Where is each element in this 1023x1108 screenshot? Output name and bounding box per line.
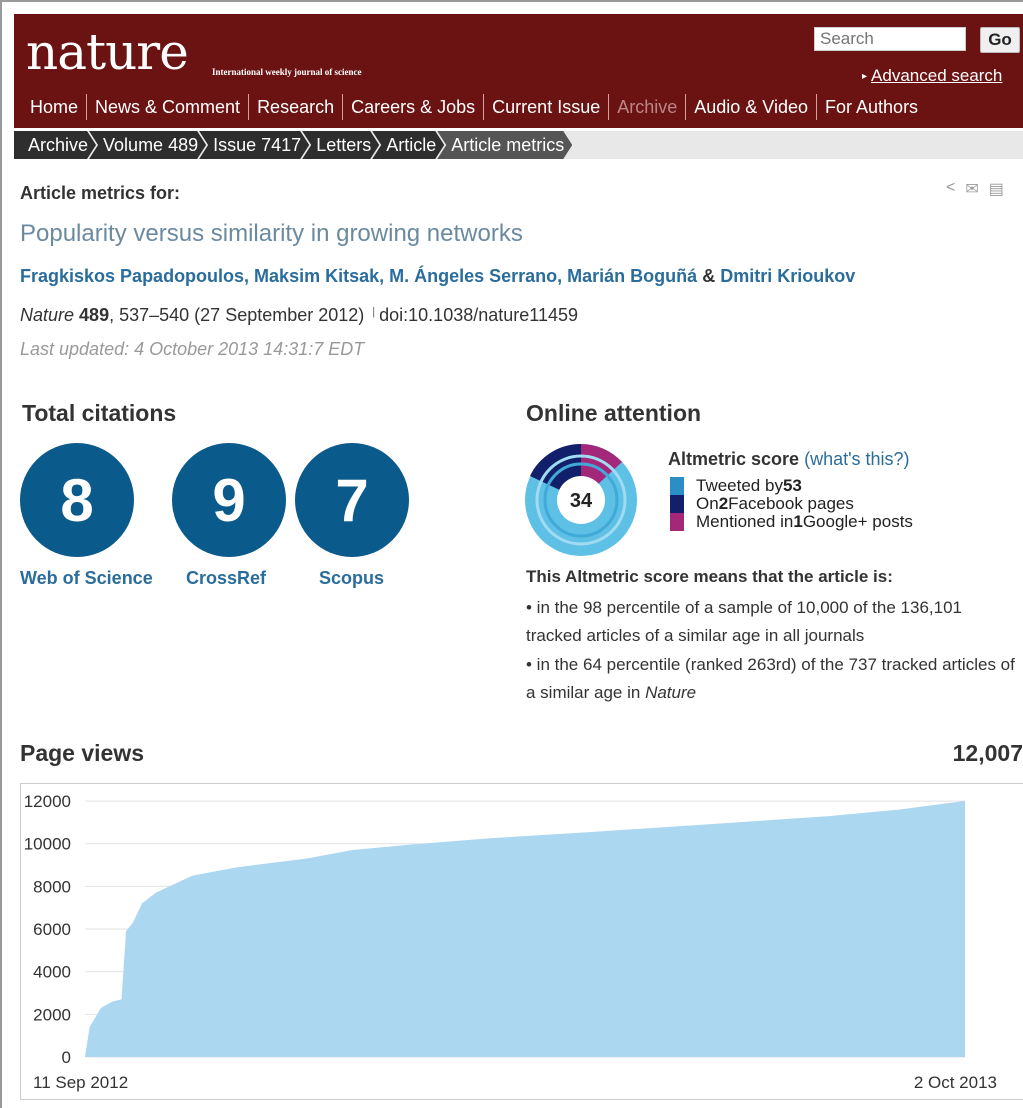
main-nav: Home News & Comment Research Careers & J… <box>22 94 926 120</box>
nav-audio-video[interactable]: Audio & Video <box>685 94 816 120</box>
search-input[interactable] <box>814 27 966 51</box>
y-tick-label: 12000 <box>24 792 71 811</box>
citation-label-crossref[interactable]: CrossRef <box>186 568 267 588</box>
citation-circle-wos[interactable]: 8 <box>20 443 134 557</box>
percentile-nature-text: • in the 64 percentile (ranked 263rd) of… <box>526 655 1015 702</box>
legend-swatch-facebook <box>670 495 684 513</box>
author-ampersand: & <box>702 266 716 286</box>
legend-count: 2 <box>718 494 729 513</box>
online-attention-heading: Online attention <box>526 400 702 426</box>
legend-count: 1 <box>793 512 803 531</box>
pages-date: , 537–540 (27 September 2012) <box>109 305 365 325</box>
print-icon[interactable]: ▤ <box>988 181 1004 198</box>
legend-count: 53 <box>782 476 802 495</box>
legend-swatch-googleplus <box>670 513 684 531</box>
y-tick-label: 6000 <box>33 920 71 939</box>
percentile-nature-journal: Nature <box>645 683 697 702</box>
metrics-for-label: Article metrics for: <box>20 183 181 203</box>
altmetric-donut[interactable]: 34 <box>524 443 638 557</box>
nav-news-comment[interactable]: News & Comment <box>86 94 248 120</box>
breadcrumb-archive[interactable]: Archive <box>14 131 96 159</box>
total-citations-heading: Total citations <box>22 400 177 426</box>
advanced-search-label[interactable]: Advanced search <box>871 66 1003 85</box>
breadcrumb-issue[interactable]: Issue 7417 <box>199 131 309 159</box>
breadcrumb-article-metrics: Article metrics <box>437 131 572 159</box>
legend-text: Tweeted by <box>696 476 783 495</box>
y-tick-label: 2000 <box>33 1005 71 1024</box>
citation-label-wos[interactable]: Web of Science <box>20 568 153 588</box>
percentile-all-journals: • in the 98 percentile of a sample of 10… <box>526 598 962 645</box>
advanced-search-link[interactable]: ▸ Advanced search <box>862 66 1002 86</box>
breadcrumb-volume[interactable]: Volume 489 <box>89 131 206 159</box>
breadcrumb: Archive Volume 489 Issue 7417 Letters Ar… <box>14 131 565 159</box>
breadcrumb-article[interactable]: Article <box>372 131 444 159</box>
nav-research[interactable]: Research <box>248 94 342 120</box>
arrow-right-icon: ▸ <box>862 71 868 82</box>
whats-this-link[interactable]: (what's this?) <box>804 449 910 469</box>
percentile-nature: • in the 64 percentile (ranked 263rd) of… <box>526 651 1016 707</box>
nav-home[interactable]: Home <box>30 97 79 117</box>
volume: 489 <box>79 305 110 325</box>
page-views-area <box>85 800 965 1057</box>
nav-current-issue[interactable]: Current Issue <box>483 94 608 120</box>
citation-line: Nature 489, 537–540 (27 September 2012) |… <box>20 305 578 326</box>
breadcrumb-letters[interactable]: Letters <box>302 131 379 159</box>
altmetric-score: 34 <box>570 490 593 512</box>
y-tick-label: 8000 <box>33 877 71 896</box>
legend-text-post: Google+ posts <box>802 512 913 531</box>
page-views-total: 12,007 <box>952 740 1023 766</box>
x-start-label: 11 Sep 2012 <box>33 1073 128 1092</box>
legend-item-googleplus: Mentioned in 1 Google+ posts <box>670 513 913 531</box>
x-end-label: 2 Oct 2013 <box>914 1073 997 1092</box>
share-tools: < ✉ ▤ <box>946 179 1004 199</box>
citation-circle-crossref[interactable]: 9 <box>172 443 286 557</box>
page-views-heading: Page views <box>20 740 145 766</box>
nav-archive[interactable]: Archive <box>608 94 685 120</box>
y-tick-label: 10000 <box>24 835 71 854</box>
authors[interactable]: Fragkiskos Papadopoulos, Maksim Kitsak, … <box>20 266 698 286</box>
author-list: Fragkiskos Papadopoulos, Maksim Kitsak, … <box>20 266 855 287</box>
citation-circle-scopus[interactable]: 7 <box>295 443 409 557</box>
nature-logo[interactable]: nature <box>26 23 189 81</box>
page-views-chart-box: 0 2000 4000 6000 8000 10000 12000 11 Sep 2012 2… <box>20 783 1023 1100</box>
page-views-chart: 0 2000 4000 6000 8000 10000 12000 11 Sep 2012 2… <box>24 792 997 1092</box>
breadcrumb-bar: Archive Volume 489 Issue 7417 Letters Ar… <box>14 131 1023 159</box>
legend-text-post: Facebook pages <box>728 494 854 513</box>
score-meaning-heading: This Altmetric score means that the arti… <box>526 567 893 586</box>
nav-for-authors[interactable]: For Authors <box>816 94 926 120</box>
legend-text: On <box>696 494 719 513</box>
journal-name: Nature <box>20 305 75 325</box>
article-title[interactable]: Popularity versus similarity in growing … <box>20 220 523 247</box>
altmetric-legend: Tweeted by 53 On 2 Facebook pages Mentio… <box>670 477 913 531</box>
y-tick-label: 4000 <box>33 963 71 982</box>
site-header: nature International weekly journal of s… <box>14 14 1023 128</box>
separator: | <box>372 306 376 318</box>
tagline: International weekly journal of science <box>212 67 362 77</box>
last-author[interactable]: Dmitri Krioukov <box>720 266 856 286</box>
share-icon[interactable]: < <box>946 179 956 196</box>
altmetric-score-title: Altmetric score (what's this?) <box>668 449 910 470</box>
last-updated: Last updated: 4 October 2013 14:31:7 EDT <box>20 339 365 359</box>
y-tick-label: 0 <box>62 1048 71 1067</box>
legend-item-facebook: On 2 Facebook pages <box>670 495 913 513</box>
legend-swatch-twitter <box>670 477 684 495</box>
go-button[interactable]: Go <box>980 27 1020 53</box>
altmetric-label: Altmetric score <box>668 449 800 469</box>
nav-careers-jobs[interactable]: Careers & Jobs <box>342 94 483 120</box>
doi: doi:10.1038/nature11459 <box>379 305 578 325</box>
legend-text: Mentioned in <box>696 512 794 531</box>
legend-item-twitter: Tweeted by 53 <box>670 477 913 495</box>
citation-label-scopus[interactable]: Scopus <box>319 568 385 588</box>
email-icon[interactable]: ✉ <box>965 181 979 198</box>
